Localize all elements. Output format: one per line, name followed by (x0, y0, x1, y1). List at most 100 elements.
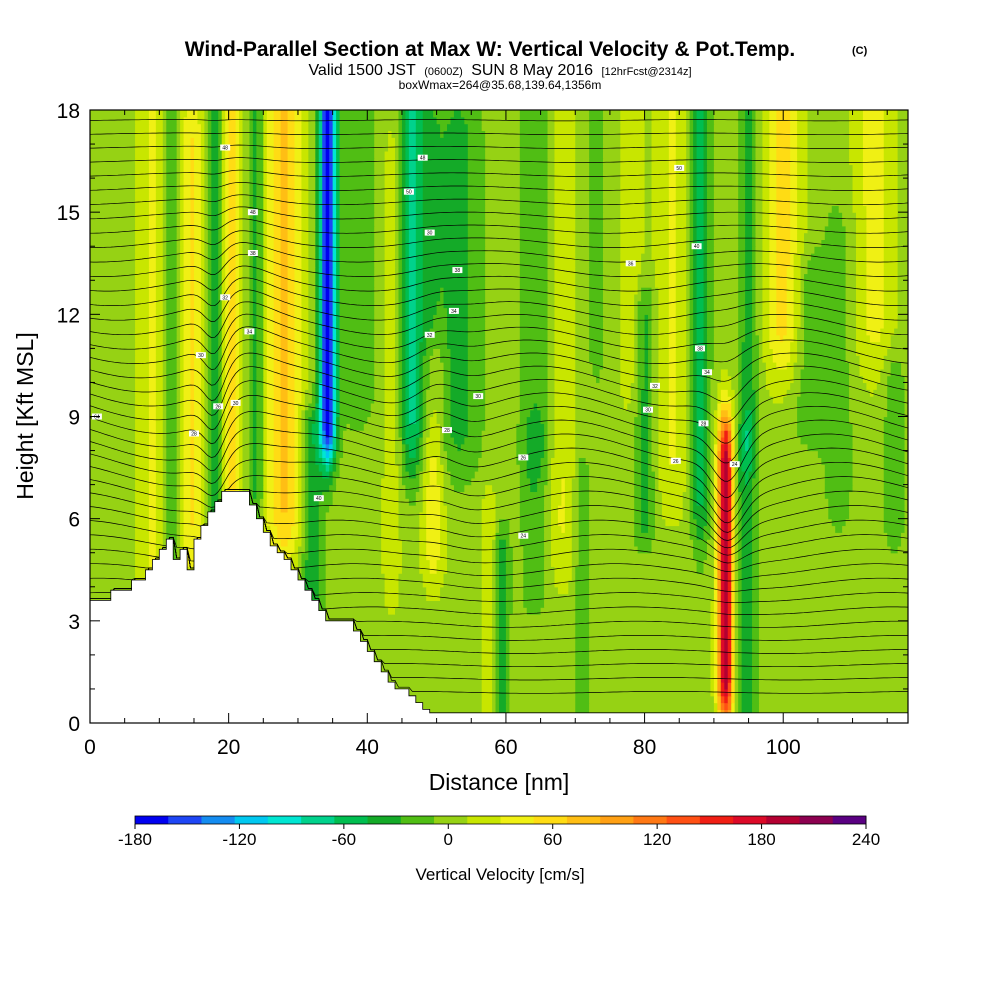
velocity-cell (440, 457, 448, 465)
velocity-cell (336, 232, 341, 241)
velocity-cell (505, 620, 510, 629)
velocity-cell (849, 375, 864, 384)
velocity-cell (849, 368, 861, 377)
velocity-cell (689, 491, 694, 499)
velocity-cell (804, 314, 847, 322)
velocity-cell (200, 368, 205, 377)
velocity-cell (776, 218, 791, 227)
velocity-cell (135, 402, 150, 411)
velocity-cell (401, 355, 407, 363)
velocity-cell (845, 225, 857, 234)
velocity-cell (651, 423, 660, 431)
velocity-cell (519, 321, 549, 329)
velocity-cell (408, 314, 417, 322)
velocity-cell (329, 389, 334, 397)
velocity-cell (741, 648, 753, 656)
velocity-cell (856, 321, 868, 329)
velocity-cell (211, 239, 219, 247)
velocity-cell (696, 287, 705, 295)
velocity-cell (575, 627, 590, 636)
velocity-cell (738, 416, 743, 424)
velocity-cell (499, 682, 507, 690)
velocity-cell (211, 368, 219, 377)
velocity-cell (717, 430, 722, 438)
velocity-cell (883, 280, 899, 288)
velocity-cell (155, 232, 164, 241)
velocity-cell (717, 443, 722, 452)
velocity-cell (738, 396, 743, 404)
velocity-cell (485, 375, 521, 384)
velocity-cell (332, 362, 337, 370)
velocity-cell (720, 532, 725, 540)
velocity-cell (696, 348, 705, 356)
velocity-cell (266, 355, 275, 363)
velocity-cell (509, 648, 576, 656)
velocity-cell (249, 334, 254, 343)
velocity-cell (381, 491, 400, 499)
velocity-cell (228, 232, 237, 241)
velocity-cell (620, 266, 642, 275)
velocity-cell (547, 266, 556, 275)
velocity-cell (623, 402, 628, 411)
velocity-cell (856, 287, 868, 295)
velocity-cell (762, 314, 770, 322)
velocity-cell (575, 232, 590, 241)
velocity-cell (90, 293, 136, 302)
velocity-cell (752, 307, 757, 315)
velocity-cell (325, 539, 382, 547)
velocity-cell (467, 307, 486, 315)
velocity-cell (651, 402, 660, 411)
velocity-cell (384, 396, 396, 404)
velocity-cell (332, 307, 337, 315)
velocity-cell (752, 620, 760, 629)
velocity-cell (228, 341, 237, 349)
velocity-cell (381, 545, 403, 554)
velocity-cell (554, 293, 576, 302)
velocity-cell (651, 375, 660, 384)
velocity-cell (193, 443, 202, 452)
velocity-cell (90, 532, 136, 540)
velocity-cell (682, 491, 691, 499)
velocity-cell (405, 362, 410, 370)
velocity-cell (443, 443, 458, 452)
velocity-cell (318, 436, 323, 445)
velocity-cell (183, 532, 202, 540)
velocity-cell (252, 300, 257, 309)
velocity-cell (190, 484, 195, 493)
velocity-cell (758, 498, 829, 506)
velocity-cell (752, 539, 760, 547)
velocity-cell (405, 491, 417, 499)
velocity-cell (575, 402, 625, 411)
velocity-cell (395, 382, 400, 390)
velocity-cell (200, 232, 205, 241)
velocity-cell (668, 430, 677, 438)
velocity-cell (200, 218, 205, 227)
velocity-cell (731, 593, 736, 601)
velocity-cell (339, 218, 375, 227)
velocity-cell (200, 239, 205, 247)
velocity-cell (318, 293, 323, 302)
velocity-cell (693, 450, 698, 458)
velocity-cell (710, 688, 715, 697)
velocity-cell (322, 218, 327, 227)
velocity-cell (724, 457, 729, 465)
velocity-cell (561, 491, 566, 499)
velocity-cell (148, 341, 157, 349)
velocity-cell (505, 566, 514, 574)
velocity-cell (280, 470, 289, 479)
velocity-cell (883, 518, 906, 527)
velocity-cell (190, 218, 195, 227)
velocity-cell (419, 430, 424, 438)
velocity-cell (193, 321, 202, 329)
velocity-cell (686, 321, 691, 329)
velocity-cell (512, 559, 524, 567)
velocity-cell (713, 579, 718, 588)
velocity-cell (752, 484, 760, 493)
velocity-cell (713, 614, 718, 622)
velocity-cell (887, 348, 908, 356)
velocity-cell (800, 293, 805, 302)
velocity-cell (658, 382, 670, 390)
velocity-cell (294, 450, 299, 458)
velocity-cell (308, 314, 316, 322)
velocity-cell (519, 396, 549, 404)
